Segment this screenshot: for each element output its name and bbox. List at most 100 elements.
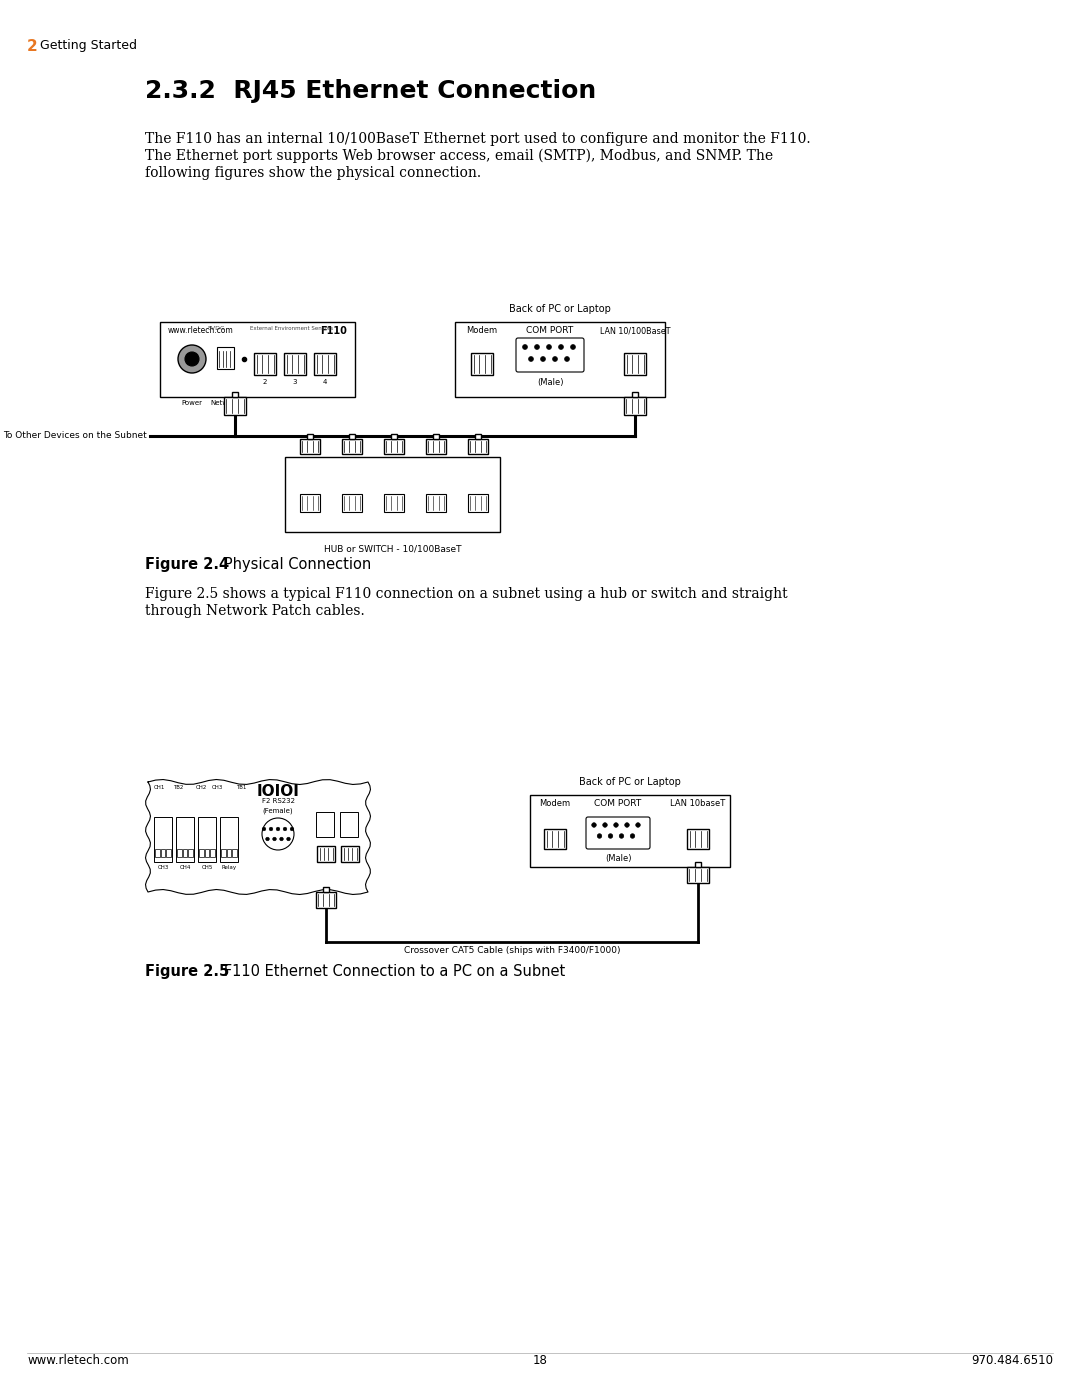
Text: LAN 10baseT: LAN 10baseT	[671, 799, 726, 807]
Circle shape	[528, 356, 534, 362]
Text: CH2: CH2	[195, 785, 207, 789]
Circle shape	[570, 345, 576, 349]
Bar	[318, 847, 335, 862]
Bar	[199, 849, 203, 856]
Text: 970.484.6510: 970.484.6510	[971, 1354, 1053, 1368]
Circle shape	[558, 345, 564, 349]
Text: F110: F110	[320, 326, 347, 337]
Bar	[624, 353, 646, 374]
Bar	[254, 353, 276, 374]
Text: 3: 3	[293, 379, 297, 386]
Bar	[696, 862, 701, 868]
Bar	[316, 893, 336, 908]
Bar	[687, 828, 708, 849]
Text: TB1: TB1	[237, 785, 246, 789]
Bar	[426, 439, 446, 454]
Bar	[544, 828, 566, 849]
Text: 2: 2	[27, 39, 38, 54]
Text: Figure 2.5: Figure 2.5	[145, 964, 229, 979]
Bar	[471, 353, 492, 374]
Bar	[341, 847, 359, 862]
Bar	[160, 321, 355, 397]
Text: TB2: TB2	[173, 785, 184, 789]
Text: www.rletech.com: www.rletech.com	[27, 1354, 129, 1368]
Circle shape	[262, 819, 294, 849]
Bar	[349, 434, 355, 439]
Text: Crossover CAT5 Cable (ships with F3400/F1000): Crossover CAT5 Cable (ships with F3400/F…	[404, 946, 620, 956]
Circle shape	[535, 345, 540, 349]
Circle shape	[280, 837, 283, 841]
Bar	[161, 849, 165, 856]
Text: COM PORT: COM PORT	[526, 326, 573, 335]
Bar	[307, 434, 313, 439]
Text: (Male): (Male)	[605, 854, 631, 863]
Text: Modem: Modem	[467, 326, 498, 335]
Text: The Ethernet port supports Web browser access, email (SMTP), Modbus, and SNMP. T: The Ethernet port supports Web browser a…	[145, 149, 773, 163]
Text: www.rletech.com: www.rletech.com	[168, 326, 233, 335]
Circle shape	[178, 345, 206, 373]
Circle shape	[592, 823, 596, 827]
Text: Figure 2.4: Figure 2.4	[145, 557, 229, 571]
Circle shape	[283, 827, 287, 831]
Bar	[166, 849, 171, 856]
Text: F2 RS232: F2 RS232	[261, 798, 295, 805]
Text: (Female): (Female)	[262, 807, 294, 813]
Bar	[188, 849, 192, 856]
Text: following figures show the physical connection.: following figures show the physical conn…	[145, 166, 481, 180]
Bar	[176, 817, 194, 862]
Bar	[340, 812, 357, 837]
Bar	[384, 495, 404, 511]
Bar	[232, 849, 237, 856]
Bar	[391, 434, 397, 439]
FancyBboxPatch shape	[516, 338, 584, 372]
Bar	[323, 887, 329, 893]
Bar	[632, 393, 638, 397]
Circle shape	[269, 827, 273, 831]
Bar	[342, 439, 362, 454]
Bar	[384, 439, 404, 454]
Bar	[220, 817, 238, 862]
Text: Figure 2.5 shows a typical F110 connection on a subnet using a hub or switch and: Figure 2.5 shows a typical F110 connecti…	[145, 587, 787, 601]
Text: 4: 4	[323, 379, 327, 386]
Text: Modem: Modem	[539, 799, 570, 807]
Circle shape	[619, 834, 624, 838]
Text: Back of PC or Laptop: Back of PC or Laptop	[579, 777, 680, 787]
Text: CH1: CH1	[154, 785, 165, 789]
Text: LAN 10/100BaseT: LAN 10/100BaseT	[599, 326, 671, 335]
Circle shape	[291, 827, 294, 831]
Circle shape	[276, 827, 280, 831]
Circle shape	[636, 823, 640, 827]
Text: Relay: Relay	[221, 865, 237, 870]
Text: External Environment Sensors: External Environment Sensors	[249, 326, 333, 331]
Bar	[154, 817, 172, 862]
Circle shape	[631, 834, 635, 838]
Text: IOIOI: IOIOI	[257, 784, 299, 799]
Bar	[468, 495, 488, 511]
Circle shape	[597, 834, 602, 838]
Text: To Other Devices on the Subnet: To Other Devices on the Subnet	[3, 432, 147, 440]
Text: through Network Patch cables.: through Network Patch cables.	[145, 604, 365, 617]
Bar	[221, 849, 226, 856]
Circle shape	[272, 837, 276, 841]
Bar	[426, 495, 446, 511]
Bar	[342, 495, 362, 511]
Text: Power: Power	[181, 400, 203, 407]
FancyBboxPatch shape	[586, 817, 650, 849]
Bar	[183, 849, 187, 856]
Text: The F110 has an internal 10/100BaseT Ethernet port used to configure and monitor: The F110 has an internal 10/100BaseT Eth…	[145, 131, 811, 147]
Bar	[475, 434, 481, 439]
Bar	[177, 849, 181, 856]
Circle shape	[286, 837, 291, 841]
Text: (Male): (Male)	[537, 379, 564, 387]
Text: COM PORT: COM PORT	[594, 799, 642, 807]
Bar	[232, 393, 238, 397]
Circle shape	[546, 345, 552, 349]
Bar	[314, 353, 336, 374]
Bar	[224, 397, 246, 415]
Bar	[316, 812, 334, 837]
Bar	[624, 397, 646, 415]
Bar	[433, 434, 438, 439]
Bar	[284, 353, 306, 374]
Circle shape	[613, 823, 618, 827]
Text: 5VDC: 5VDC	[208, 326, 226, 331]
